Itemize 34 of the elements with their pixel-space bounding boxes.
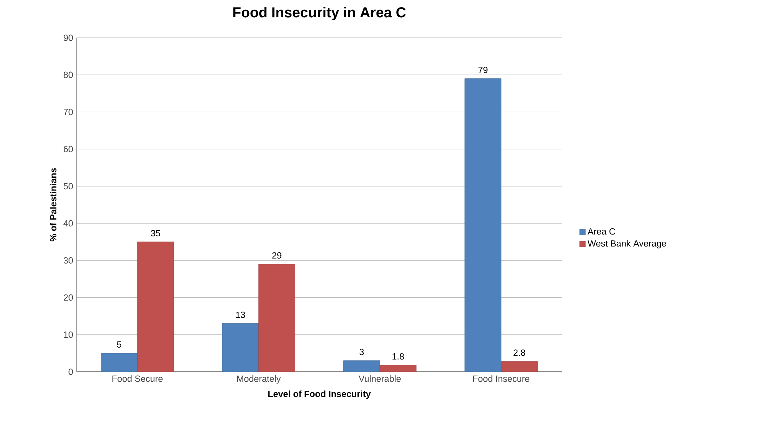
bar [464, 78, 502, 372]
y-tick-label: 20 [64, 294, 74, 301]
bar [101, 353, 138, 372]
data-label: 29 [272, 252, 282, 259]
y-tick-label: 60 [64, 146, 74, 153]
y-tick-label: 40 [64, 220, 74, 227]
y-tick-label: 90 [64, 34, 74, 42]
legend-label: West Bank Average [588, 240, 666, 249]
x-tick-label: Food Secure [112, 376, 163, 382]
bar [344, 360, 380, 372]
bar [258, 264, 296, 372]
data-label: 13 [236, 312, 246, 318]
x-tick-label: Food Insecure [473, 376, 530, 382]
data-label: 35 [151, 230, 160, 237]
y-tick-label: 10 [64, 332, 74, 338]
chart-title: Food Insecurity in Area C [234, 7, 406, 21]
bar [137, 242, 174, 372]
y-tick-label: 0 [68, 368, 74, 376]
data-label: 3 [360, 349, 364, 356]
y-tick-label: 30 [64, 257, 74, 264]
data-label: 2.8 [514, 350, 526, 356]
x-tick-label: Vulnerable [358, 376, 401, 382]
x-tick-label: Moderately [237, 376, 282, 384]
bar [222, 324, 260, 372]
y-tick-label: 80 [64, 72, 74, 78]
y-axis-title: % of Palestinians [50, 168, 57, 242]
y-tick-label: 70 [64, 109, 74, 116]
legend-label: Area C [588, 228, 616, 235]
x-axis-title: Level of Food Insecurity [268, 390, 372, 400]
data-label: 1.8 [392, 353, 404, 360]
bar [501, 361, 538, 372]
y-tick-label: 50 [64, 183, 74, 190]
data-label: 5 [117, 342, 122, 348]
data-label: 79 [478, 66, 488, 74]
